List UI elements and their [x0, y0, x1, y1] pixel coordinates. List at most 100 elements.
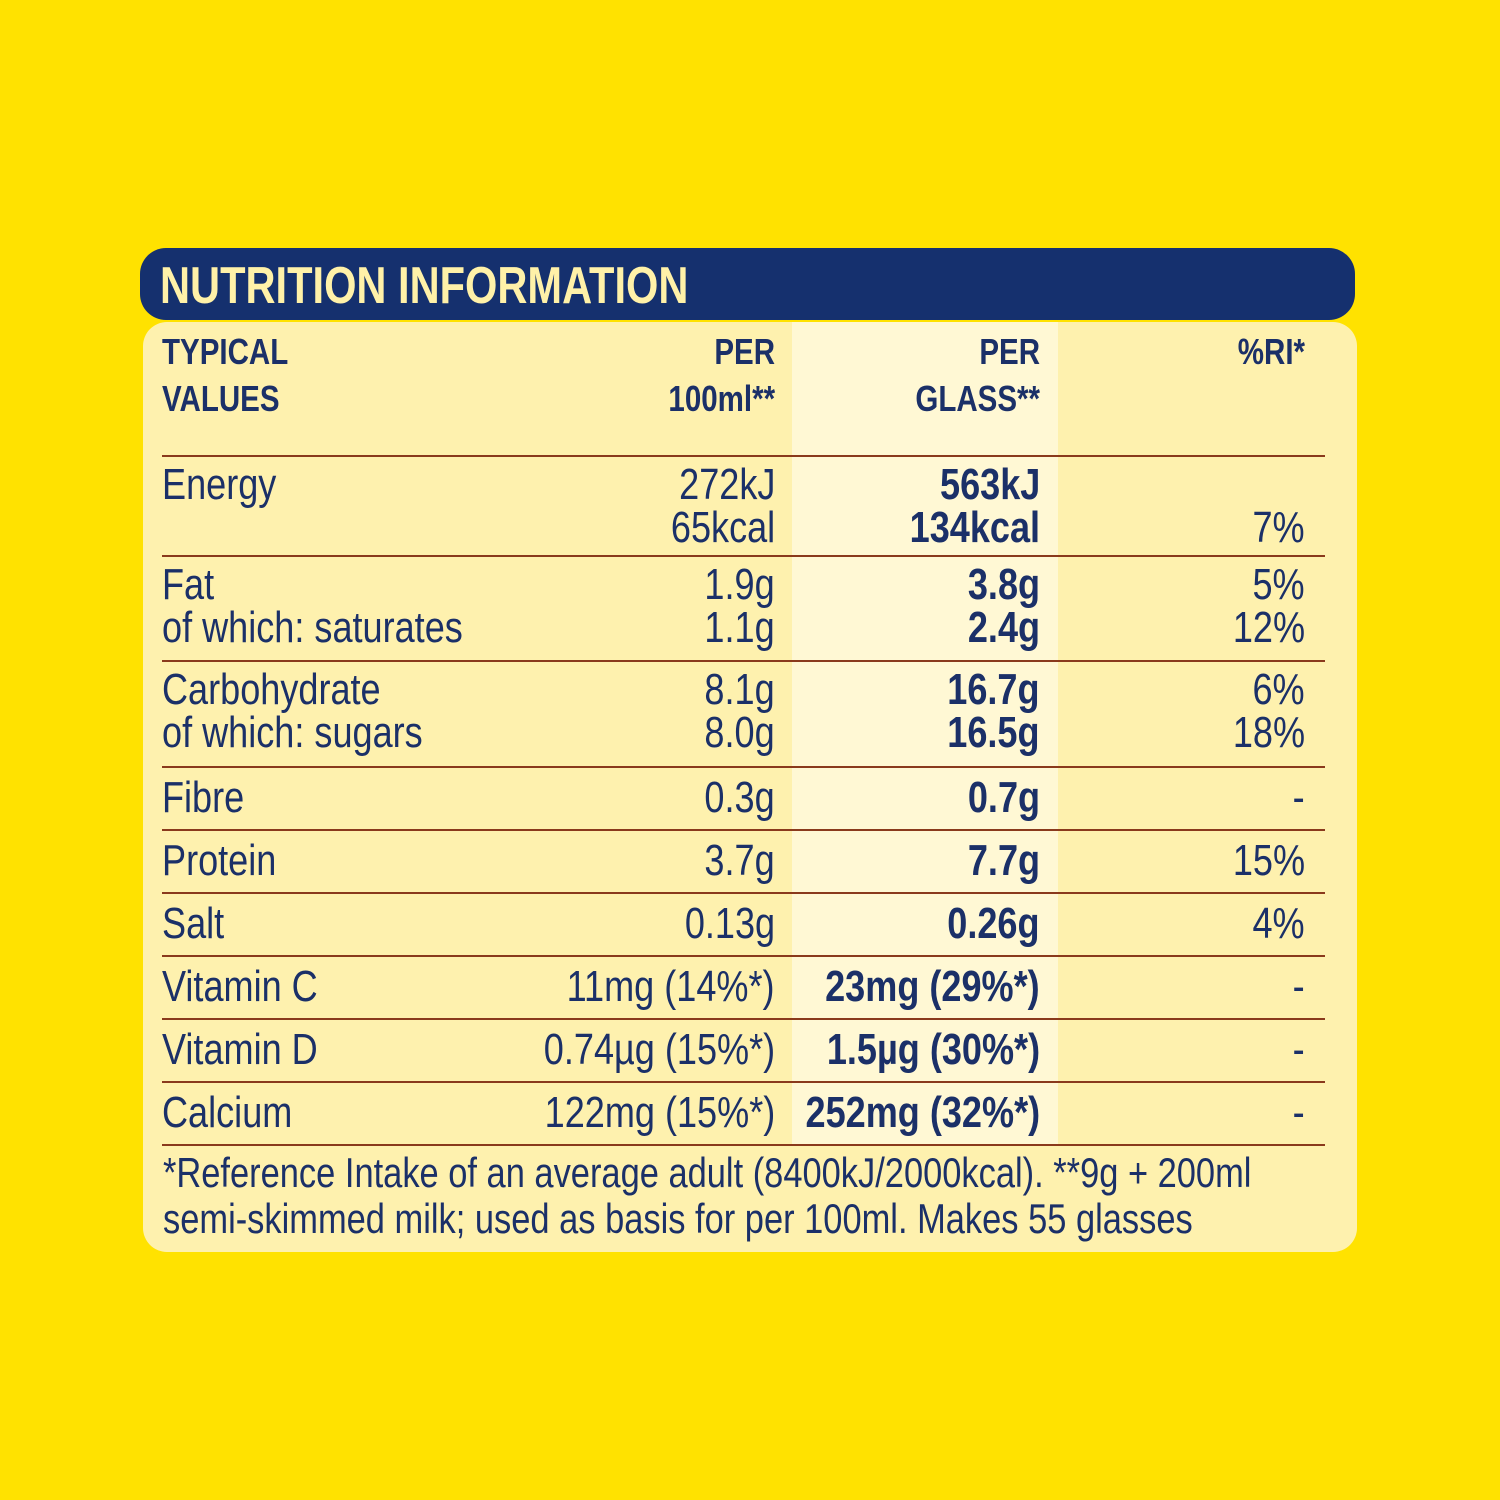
cell-text: 7.7g	[967, 836, 1040, 885]
cell-text: 11mg (14%*)	[567, 962, 775, 1011]
page-title: NUTRITION INFORMATION	[160, 257, 689, 315]
cell-text: 3.7g	[704, 836, 775, 885]
cell-text: 0.26g	[947, 899, 1040, 948]
header-line: GLASS**	[915, 378, 1040, 419]
cell-text: 2.4g	[967, 603, 1040, 652]
footnote-line: semi-skimmed milk; used as basis for per…	[163, 1195, 1193, 1242]
row-divider	[162, 829, 1325, 831]
cell-text: 122mg (15%*)	[544, 1088, 775, 1137]
cell-label: Protein	[162, 836, 301, 885]
cell-text: -	[1292, 962, 1305, 1011]
cell-ri: 6% 18%	[1217, 665, 1305, 757]
cell-text: 15%	[1232, 836, 1305, 885]
cell-per-glass: 563kJ 134kcal	[881, 460, 1040, 552]
cell-text: -	[1292, 1088, 1305, 1137]
cell-ri: 7%	[1241, 463, 1305, 552]
cell-text: 18%	[1232, 708, 1305, 757]
cell-per-glass: 7.7g	[952, 836, 1040, 885]
cell-text: Fibre	[162, 773, 245, 822]
cell-text: Carbohydrate	[162, 665, 381, 714]
cell-ri: -	[1290, 1088, 1305, 1137]
cell-text: -	[1292, 773, 1305, 822]
cell-per-100ml: 8.1g 8.0g	[689, 665, 775, 757]
row-divider	[162, 455, 1325, 457]
nutrition-table: TYPICAL VALUES PER 100ml** PER GLASS** %…	[143, 322, 1357, 1252]
cell-text	[1295, 463, 1305, 506]
cell-text: -	[1292, 1025, 1305, 1074]
cell-per-glass: 23mg (29%*)	[778, 965, 1040, 1009]
header-line: PER	[979, 331, 1040, 372]
cell-per-100ml: 0.74µg (15%*)	[493, 1028, 775, 1072]
cell-text: 8.0g	[704, 708, 775, 757]
cell-text: Salt	[162, 899, 225, 948]
row-divider	[162, 955, 1325, 957]
cell-text: 65kcal	[670, 503, 775, 552]
header-line: 100ml**	[668, 378, 775, 419]
header-ri: %RI*	[1223, 328, 1305, 375]
row-divider	[162, 660, 1325, 662]
cell-text: Calcium	[162, 1088, 293, 1137]
cell-text: 1.1g	[704, 603, 775, 652]
cell-text: 0.7g	[967, 773, 1040, 822]
cell-text: 563kJ	[939, 460, 1040, 509]
cell-ri: -	[1290, 773, 1305, 822]
cell-per-glass: 16.7g 16.5g	[927, 665, 1040, 757]
cell-per-100ml: 1.9g 1.1g	[689, 560, 775, 652]
cell-text: Energy	[162, 460, 277, 509]
cell-per-glass: 1.5µg (30%*)	[780, 1025, 1040, 1074]
cell-label: Energy	[162, 463, 301, 549]
cell-per-100ml: 0.13g	[665, 899, 775, 948]
header-line: VALUES	[162, 378, 280, 419]
cell-per-glass: 0.26g	[927, 899, 1040, 948]
cell-label: Vitamin D	[162, 1025, 352, 1074]
cell-text: 252mg (32%*)	[805, 1088, 1040, 1137]
cell-text: Protein	[162, 836, 277, 885]
cell-per-100ml: 272kJ 65kcal	[648, 460, 775, 552]
header-line: %RI*	[1237, 331, 1305, 372]
title-bar: NUTRITION INFORMATION	[140, 248, 1355, 320]
cell-text: of which: saturates	[162, 603, 463, 652]
cell-text: 0.3g	[704, 773, 775, 822]
cell-text: Fat	[162, 560, 215, 609]
header-line: TYPICAL	[162, 331, 289, 372]
cell-per-glass: 3.8g 2.4g	[952, 560, 1040, 652]
cell-text: 8.1g	[704, 665, 775, 714]
cell-ri: -	[1290, 962, 1305, 1011]
footnote: *Reference Intake of an average adult (8…	[163, 1150, 1357, 1242]
cell-text: 7%	[1252, 503, 1305, 552]
cell-text: 0.13g	[684, 899, 775, 948]
cell-text: Vitamin D	[162, 1025, 318, 1074]
cell-label: Vitamin C	[162, 962, 352, 1011]
header-per-100ml: PER 100ml**	[645, 328, 775, 422]
per-glass-column-highlight	[792, 322, 1058, 1144]
cell-text: 134kcal	[909, 503, 1040, 552]
cell-per-100ml: 122mg (15%*)	[494, 1088, 775, 1137]
row-divider	[162, 766, 1325, 768]
cell-ri: 15%	[1217, 836, 1305, 885]
cell-label: Salt	[162, 899, 238, 948]
row-divider	[162, 892, 1325, 894]
cell-text: Vitamin C	[162, 962, 318, 1011]
cell-text: 1.9g	[704, 560, 775, 609]
cell-label: Carbohydrate of which: sugars	[162, 665, 480, 757]
cell-per-glass: 0.7g	[952, 773, 1040, 822]
cell-ri: -	[1290, 1025, 1305, 1074]
cell-per-100ml: 0.3g	[689, 773, 775, 822]
cell-label: Fat of which: saturates	[162, 560, 529, 652]
cell-per-glass: 252mg (32%*)	[754, 1088, 1040, 1137]
cell-text: 16.7g	[947, 665, 1040, 714]
cell-text: 1.5µg (30%*)	[826, 1025, 1040, 1074]
header-line: PER	[714, 331, 775, 372]
cell-per-100ml: 3.7g	[689, 836, 775, 885]
cell-text: 272kJ	[678, 460, 775, 509]
cell-text: 4%	[1252, 899, 1305, 948]
cell-per-100ml: 11mg (14%*)	[521, 962, 775, 1011]
cell-text: 6%	[1252, 665, 1305, 714]
cell-label: Calcium	[162, 1088, 321, 1137]
cell-text: 3.8g	[967, 560, 1040, 609]
cell-text: 16.5g	[947, 708, 1040, 757]
cell-ri: 4%	[1241, 899, 1305, 948]
cell-label: Fibre	[162, 773, 262, 822]
footnote-line: *Reference Intake of an average adult (8…	[163, 1149, 1252, 1196]
cell-text: of which: sugars	[162, 708, 423, 757]
